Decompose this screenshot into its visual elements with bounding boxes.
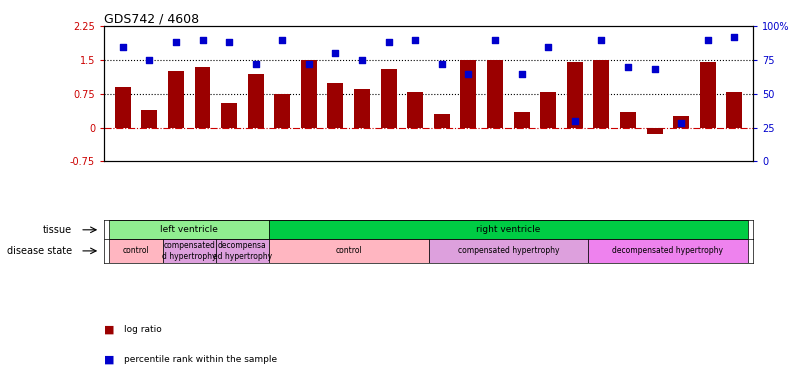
Point (489, 37, 501, 43)
Point (223, 39, 235, 45)
Point (436, 61, 449, 67)
Text: tissue: tissue (43, 225, 72, 235)
Point (143, 57, 155, 63)
Point (303, 61, 316, 67)
Text: right ventricle: right ventricle (476, 225, 541, 234)
Bar (727, 92, 743, 128)
Point (382, 39, 395, 45)
Bar (513, 112, 529, 128)
Bar (594, 60, 610, 128)
Bar (221, 103, 237, 128)
Point (276, 37, 288, 43)
Bar (487, 60, 503, 128)
Text: left ventricle: left ventricle (160, 225, 218, 234)
Text: log ratio: log ratio (124, 326, 162, 334)
Bar (141, 110, 157, 128)
Point (674, 120, 687, 126)
Point (329, 50, 342, 56)
Bar (248, 74, 264, 128)
Point (462, 70, 475, 76)
Text: compensated
d hypertrophy: compensated d hypertrophy (162, 241, 216, 261)
Text: disease state: disease state (7, 246, 72, 256)
Bar (646, 128, 662, 134)
Point (702, 37, 714, 43)
Bar (620, 112, 636, 128)
Text: control: control (123, 246, 150, 255)
Bar (540, 92, 556, 128)
Point (569, 118, 582, 124)
Text: decompensa
ed hypertrophy: decompensa ed hypertrophy (213, 241, 272, 261)
Point (116, 44, 129, 50)
Bar (215, 239, 269, 262)
Bar (110, 220, 269, 239)
Bar (328, 82, 344, 128)
Bar (110, 239, 163, 262)
Point (356, 57, 368, 63)
Point (170, 39, 183, 45)
Bar (354, 89, 370, 128)
Text: ■: ■ (104, 325, 115, 335)
Bar (163, 239, 215, 262)
Point (249, 61, 262, 67)
Point (595, 37, 608, 43)
Bar (168, 71, 184, 128)
Bar (380, 69, 396, 128)
Text: percentile rank within the sample: percentile rank within the sample (124, 356, 277, 364)
Bar (269, 220, 747, 239)
Text: control: control (336, 246, 362, 255)
Text: GDS742 / 4608: GDS742 / 4608 (104, 12, 199, 25)
Point (728, 34, 741, 40)
Point (409, 37, 421, 43)
Point (648, 66, 661, 72)
Point (622, 64, 634, 70)
Bar (434, 114, 450, 128)
Bar (301, 60, 317, 128)
Bar (588, 239, 747, 262)
Point (515, 70, 528, 76)
Bar (407, 92, 423, 128)
Bar (673, 116, 689, 128)
Bar (269, 239, 429, 262)
Bar (700, 62, 716, 128)
Text: compensated hypertrophy: compensated hypertrophy (457, 246, 559, 255)
Bar (461, 60, 477, 128)
Bar (429, 239, 588, 262)
Bar (567, 62, 583, 128)
Point (196, 37, 209, 43)
Point (541, 44, 554, 50)
Text: decompensated hypertrophy: decompensated hypertrophy (612, 246, 723, 255)
Text: ■: ■ (104, 355, 115, 365)
Bar (115, 87, 131, 128)
Bar (274, 94, 290, 128)
Bar (195, 67, 211, 128)
